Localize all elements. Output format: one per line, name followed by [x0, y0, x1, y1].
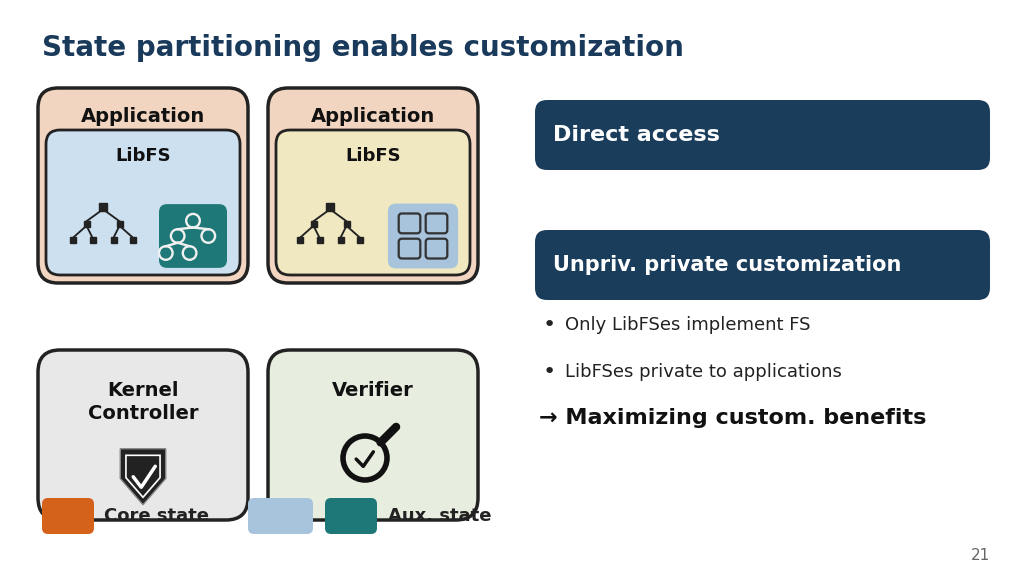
- FancyBboxPatch shape: [248, 498, 313, 534]
- FancyBboxPatch shape: [46, 130, 240, 275]
- Text: Only LibFSes implement FS: Only LibFSes implement FS: [565, 316, 811, 334]
- Text: Unpriv. private customization: Unpriv. private customization: [553, 255, 901, 275]
- FancyBboxPatch shape: [535, 100, 990, 170]
- Text: •: •: [543, 362, 556, 382]
- FancyBboxPatch shape: [159, 204, 227, 268]
- Text: Core state: Core state: [104, 507, 209, 525]
- Text: Application: Application: [81, 107, 205, 126]
- Text: LibFS: LibFS: [345, 147, 400, 165]
- FancyBboxPatch shape: [268, 88, 478, 283]
- Text: 21: 21: [971, 548, 990, 563]
- Text: Application: Application: [311, 107, 435, 126]
- FancyBboxPatch shape: [276, 130, 470, 275]
- FancyBboxPatch shape: [38, 350, 248, 520]
- Text: State partitioning enables customization: State partitioning enables customization: [42, 34, 684, 62]
- Polygon shape: [120, 449, 166, 505]
- Text: Kernel
Controller: Kernel Controller: [88, 381, 199, 423]
- Text: Direct access: Direct access: [553, 125, 720, 145]
- FancyBboxPatch shape: [268, 350, 478, 520]
- FancyBboxPatch shape: [325, 498, 377, 534]
- FancyBboxPatch shape: [388, 203, 458, 268]
- Text: LibFSes private to applications: LibFSes private to applications: [565, 363, 842, 381]
- Text: •: •: [543, 315, 556, 335]
- Text: → Maximizing custom. benefits: → Maximizing custom. benefits: [539, 408, 927, 428]
- FancyBboxPatch shape: [42, 498, 94, 534]
- FancyBboxPatch shape: [38, 88, 248, 283]
- Text: Verifier: Verifier: [332, 381, 414, 400]
- Text: LibFS: LibFS: [115, 147, 171, 165]
- FancyBboxPatch shape: [535, 230, 990, 300]
- Text: Aux. state: Aux. state: [388, 507, 492, 525]
